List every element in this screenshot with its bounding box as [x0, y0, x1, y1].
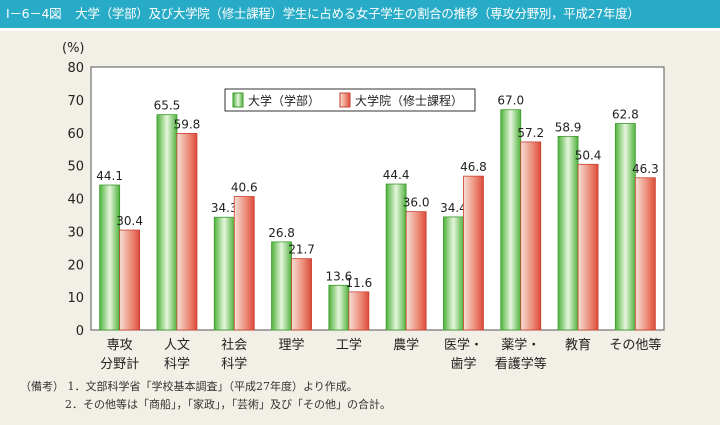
y-tick-label: 0 — [76, 324, 84, 339]
bar-graduate — [176, 133, 198, 331]
note-1: 1．文部科学省「学校基本調査」（平成27年度）より作成。 — [67, 380, 358, 393]
data-label: 36.0 — [403, 196, 430, 210]
data-label: 13.6 — [325, 269, 352, 283]
bar-graduate — [463, 175, 484, 331]
data-label: 26.8 — [268, 226, 295, 240]
x-tick-label: 工学 — [336, 337, 362, 353]
data-label: 65.5 — [154, 99, 181, 113]
bar-graduate — [348, 291, 370, 331]
x-tick-label: 科学 — [164, 356, 190, 372]
x-tick-label: 歯学 — [450, 356, 476, 372]
y-tick-label: 20 — [67, 258, 84, 273]
x-tick-label: 分野計 — [100, 356, 139, 372]
x-tick-label: 農学 — [393, 337, 419, 353]
legend-label-undergrad: 大学（学部） — [248, 93, 320, 108]
x-tick-label: 理学 — [279, 337, 305, 353]
bar-undergrad — [557, 135, 579, 331]
bar-undergrad — [328, 284, 350, 331]
bar-undergrad — [99, 184, 121, 331]
y-tick-label: 50 — [67, 160, 84, 175]
note-2: 2．その他等は「商船」，「家政」，「芸術」及び「その他」の合計。 — [65, 398, 391, 411]
data-label: 21.7 — [288, 243, 315, 257]
data-label: 44.4 — [383, 168, 410, 182]
bar-undergrad — [443, 216, 464, 331]
data-label: 58.9 — [555, 120, 582, 134]
bar-graduate — [119, 229, 141, 331]
x-tick-label: その他等 — [609, 337, 661, 353]
legend: 大学（学部） 大学院（修士課程） — [224, 88, 476, 112]
legend-swatch-graduate — [339, 92, 351, 108]
bar-graduate — [233, 196, 255, 331]
bar-graduate — [577, 163, 599, 331]
bar-undergrad — [614, 123, 636, 331]
data-label: 57.2 — [517, 126, 544, 140]
data-label: 44.1 — [96, 169, 123, 183]
y-axis-unit: (%) — [62, 41, 85, 56]
data-label: 11.6 — [345, 276, 372, 290]
data-label: 67.0 — [497, 94, 524, 108]
title-separator — [0, 28, 720, 31]
x-tick-label: 医学・ — [444, 337, 483, 353]
bar-undergrad — [213, 216, 235, 331]
data-label: 50.4 — [575, 148, 602, 162]
x-tick-label: 専攻 — [107, 338, 133, 353]
y-tick-label: 70 — [67, 94, 84, 109]
data-label: 46.8 — [460, 160, 487, 174]
bar-graduate — [634, 177, 656, 331]
data-label: 30.4 — [116, 214, 143, 228]
y-tick-label: 40 — [67, 193, 84, 208]
x-tick-label: 科学 — [221, 356, 247, 372]
figure-title: 大学（学部）及び大学院（修士課程）学生に占める女子学生の割合の推移（専攻分野別，… — [75, 6, 640, 21]
bar-undergrad — [156, 114, 178, 331]
x-tick-label: 教育 — [565, 337, 591, 353]
bar-undergrad — [500, 109, 522, 331]
x-tick-label: 社会 — [221, 337, 247, 353]
bar-graduate — [405, 211, 427, 331]
data-label: 62.8 — [612, 108, 639, 122]
x-tick-label: 人文 — [164, 338, 190, 353]
bar-graduate — [520, 141, 542, 331]
legend-label-graduate: 大学院（修士課程） — [355, 93, 463, 108]
legend-swatch-undergrad — [232, 92, 244, 108]
x-tick-label: 薬学・ — [501, 337, 540, 353]
data-label: 34.3 — [211, 201, 238, 215]
x-tick-label: 看護学等 — [495, 356, 547, 372]
data-label: 34.4 — [440, 201, 467, 215]
y-tick-label: 80 — [67, 61, 84, 76]
figure-number: I－6－4図 — [6, 6, 62, 21]
y-tick-label: 30 — [67, 225, 84, 240]
bar-graduate — [291, 258, 312, 331]
data-label: 40.6 — [231, 181, 258, 195]
figure-title-bar: I－6－4図 大学（学部）及び大学院（修士課程）学生に占める女子学生の割合の推移（… — [0, 0, 720, 28]
notes: （備考） 1．文部科学省「学校基本調査」（平成27年度）より作成。 2．その他等… — [20, 378, 391, 414]
data-label: 59.8 — [174, 117, 201, 131]
data-label: 46.3 — [632, 162, 659, 176]
notes-label: （備考） — [20, 380, 64, 393]
y-tick-label: 60 — [67, 127, 84, 142]
y-tick-label: 10 — [67, 291, 84, 306]
